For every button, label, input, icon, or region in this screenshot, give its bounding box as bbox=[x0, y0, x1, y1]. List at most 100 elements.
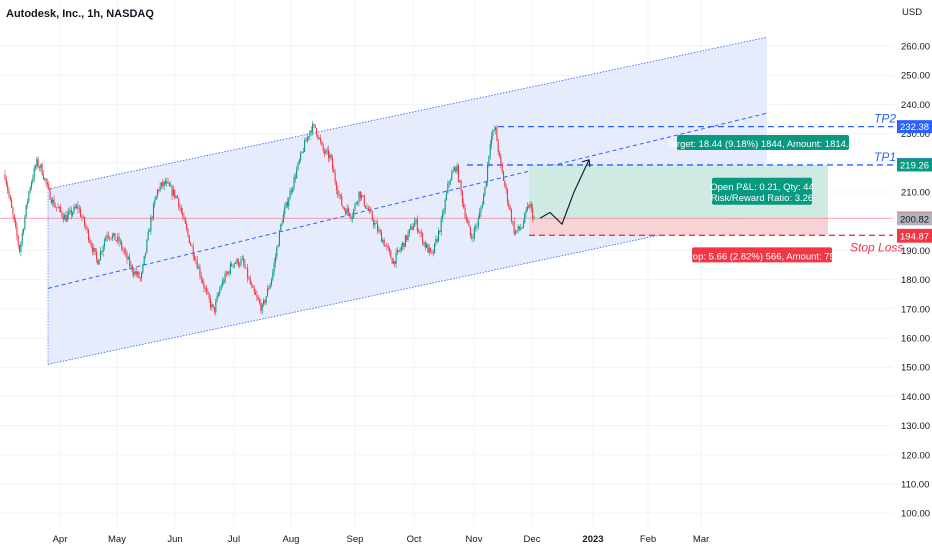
candle bbox=[505, 183, 507, 194]
projection-path[interactable] bbox=[539, 159, 590, 226]
candle bbox=[407, 230, 409, 242]
candle bbox=[212, 304, 214, 309]
candle bbox=[123, 247, 125, 255]
candle bbox=[122, 246, 124, 254]
candle bbox=[312, 120, 314, 136]
candle bbox=[134, 267, 136, 278]
candle bbox=[441, 209, 444, 223]
candle bbox=[61, 210, 63, 220]
stop-loss-label: Stop Loss bbox=[850, 240, 903, 254]
candle bbox=[168, 182, 170, 187]
candle bbox=[261, 302, 263, 315]
y-tick-label: 230.00 bbox=[901, 129, 930, 140]
candle bbox=[118, 232, 120, 247]
candle bbox=[220, 283, 222, 291]
candle bbox=[272, 269, 274, 282]
candle bbox=[388, 246, 391, 256]
candle bbox=[34, 164, 37, 172]
symbol-title: Autodesk, Inc., 1h, NASDAQ bbox=[6, 8, 154, 20]
candle bbox=[166, 178, 168, 187]
candle bbox=[274, 252, 277, 268]
candle bbox=[308, 136, 310, 141]
candle bbox=[155, 195, 157, 201]
candle bbox=[459, 180, 461, 183]
candle bbox=[520, 223, 522, 232]
candle bbox=[390, 249, 392, 259]
candle bbox=[301, 151, 303, 154]
candle bbox=[533, 215, 535, 221]
candle bbox=[236, 257, 238, 265]
candle bbox=[346, 204, 348, 215]
candle bbox=[56, 207, 58, 212]
candle bbox=[457, 163, 459, 183]
candle bbox=[528, 203, 530, 209]
candle bbox=[357, 200, 359, 207]
candle bbox=[217, 291, 220, 298]
candle bbox=[178, 197, 180, 211]
candle bbox=[101, 250, 103, 255]
time-axis[interactable]: Apr May Jun Jul Aug Sep Oct Nov Dec 2023 Feb Mar bbox=[53, 534, 710, 545]
candle bbox=[12, 205, 14, 220]
channel-lower-line[interactable] bbox=[47, 212, 768, 365]
candle bbox=[313, 122, 315, 128]
stop-info-box[interactable]: Stop: 5.66 (2.82%) 566, Amount: 750 bbox=[684, 247, 840, 263]
candle bbox=[252, 284, 254, 288]
candle bbox=[278, 230, 280, 247]
candle bbox=[326, 146, 328, 155]
candle bbox=[264, 299, 266, 305]
candle bbox=[8, 187, 10, 199]
candle bbox=[9, 194, 11, 202]
stop-zone[interactable] bbox=[529, 218, 828, 236]
candle bbox=[431, 250, 433, 255]
candle bbox=[65, 210, 67, 223]
candle bbox=[463, 198, 465, 210]
candle bbox=[420, 228, 422, 238]
candle bbox=[102, 244, 104, 257]
candle bbox=[150, 214, 152, 235]
candle bbox=[331, 154, 334, 173]
candle bbox=[373, 218, 375, 229]
candle bbox=[395, 248, 397, 268]
price-axis[interactable]: USD 100.00 110.00 120.00 130.00 140.00 150.00 1… bbox=[897, 7, 932, 520]
candle bbox=[208, 291, 210, 303]
candle bbox=[483, 192, 485, 205]
candle bbox=[412, 223, 414, 231]
candle bbox=[400, 243, 402, 253]
y-tick-label: 120.00 bbox=[901, 450, 930, 461]
candle bbox=[525, 207, 527, 218]
candle bbox=[402, 241, 404, 251]
candle bbox=[524, 212, 526, 224]
x-tick-label: Sep bbox=[347, 534, 364, 545]
parallel-channel[interactable] bbox=[47, 36, 768, 365]
channel-median-line[interactable] bbox=[47, 112, 768, 289]
candle bbox=[64, 212, 66, 220]
candle bbox=[319, 134, 322, 145]
candle bbox=[200, 271, 202, 284]
candle bbox=[26, 198, 29, 209]
candle bbox=[20, 241, 22, 257]
x-tick-label: Mar bbox=[693, 534, 709, 545]
candle bbox=[387, 242, 389, 252]
candle bbox=[375, 220, 377, 224]
candle bbox=[81, 214, 83, 222]
candle bbox=[215, 298, 217, 316]
candle bbox=[37, 156, 39, 169]
candle bbox=[363, 193, 365, 208]
candle bbox=[57, 203, 59, 209]
candle bbox=[158, 188, 160, 194]
candle bbox=[495, 126, 497, 135]
candle bbox=[491, 131, 493, 149]
candle bbox=[419, 230, 421, 238]
candle bbox=[103, 237, 105, 251]
channel-upper-line[interactable] bbox=[47, 36, 768, 190]
candle bbox=[219, 285, 221, 297]
candle bbox=[78, 204, 80, 214]
target-info-box[interactable]: Target: 18.44 (9.18%) 1844, Amount: 1814… bbox=[667, 134, 859, 150]
price-tag-text: 194.87 bbox=[900, 232, 929, 243]
candle bbox=[5, 175, 7, 187]
candle bbox=[345, 207, 347, 217]
candle bbox=[380, 229, 383, 243]
